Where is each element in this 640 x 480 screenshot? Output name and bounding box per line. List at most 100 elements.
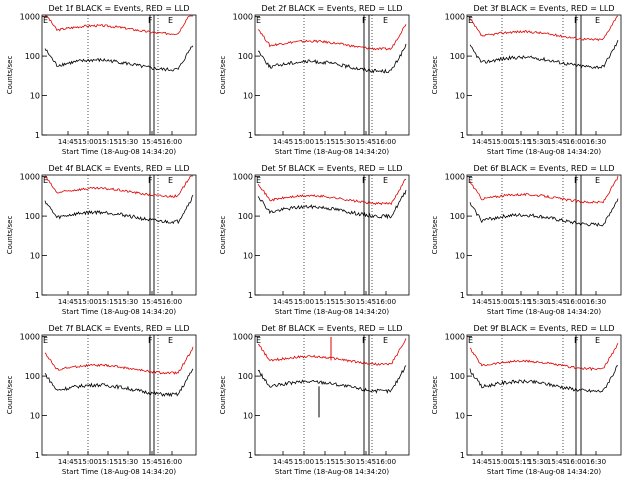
y-axis-label: Counts/sec (6, 376, 14, 415)
panel-5: Det 5f BLACK = Events, RED = LLD 1 10 100 10… (219, 164, 410, 316)
marker-label-f: F (362, 336, 367, 345)
black-events-trace (469, 39, 619, 70)
y-tick-label: 1000 (233, 13, 253, 22)
marker-label-f: F (574, 336, 579, 345)
marker-label-e: E (168, 336, 173, 345)
x-axis-label: Start Time (18-Aug-08 14:34:20) (487, 148, 601, 156)
plot-frame (254, 334, 410, 456)
red-lld-trace (258, 338, 407, 366)
y-axis-label: Counts/sec (431, 216, 439, 255)
marker-label-e-left: E (468, 176, 473, 185)
x-tick-label: 15:45 (142, 298, 162, 306)
marker-label-f: F (574, 176, 579, 185)
marker-label-e-left: E (256, 16, 261, 25)
x-axis-label: Start Time (18-Aug-08 14:34:20) (62, 148, 176, 156)
x-tick-label: 15:15 (98, 298, 118, 306)
y-tick-label: 1000 (445, 173, 465, 182)
panel-title: Det 1f BLACK = Events, RED = LLD (48, 4, 189, 13)
x-tick-label: 14:45 (273, 458, 293, 466)
plot-frame (254, 14, 410, 136)
x-tick-label: 15:30 (335, 298, 355, 306)
x-tick-label: 15:15 (315, 458, 335, 466)
y-tick-label: 1 (35, 451, 40, 460)
red-lld-trace (469, 175, 619, 204)
plot-frame (466, 14, 622, 136)
x-tick-label: 15:45 (356, 298, 376, 306)
x-tick-label: 16:00 (376, 298, 396, 306)
black-events-trace (44, 194, 194, 225)
y-tick-label: 100 (450, 212, 465, 221)
y-tick-label: 10 (30, 252, 40, 261)
x-tick-label: 15:15 (315, 298, 335, 306)
x-tick-label: 15:30 (118, 458, 138, 466)
plot-frame (466, 174, 622, 296)
panel-title: Det 4f BLACK = Events, RED = LLD (48, 164, 189, 173)
x-tick-label: 14:45 (273, 298, 293, 306)
plot-frame (41, 334, 197, 456)
x-axis-label: Start Time (18-Aug-08 14:34:20) (62, 308, 176, 316)
marker-label-e: E (383, 336, 388, 345)
x-tick-label: 15:45 (356, 458, 376, 466)
marker-label-e: E (595, 16, 600, 25)
marker-label-e-left: E (43, 16, 48, 25)
x-tick-label: 15:00 (294, 458, 314, 466)
x-tick-label: 15:15 (98, 458, 118, 466)
x-tick-label: 15:00 (78, 298, 98, 306)
black-events-trace (257, 189, 407, 220)
x-tick-label: 16:00 (566, 138, 586, 146)
y-axis-label: Counts/sec (6, 56, 14, 95)
y-tick-label: 1 (35, 291, 40, 300)
y-axis-label: Counts/sec (219, 56, 227, 95)
plot-frame (254, 174, 410, 296)
x-tick-label: 15:00 (492, 298, 512, 306)
panel-title: Det 7f BLACK = Events, RED = LLD (48, 324, 189, 333)
x-tick-label: 15:30 (335, 458, 355, 466)
x-axis-label: Start Time (18-Aug-08 14:34:20) (487, 308, 601, 316)
x-axis-label: Start Time (18-Aug-08 14:34:20) (275, 468, 389, 476)
x-tick-label: 15:30 (528, 138, 548, 146)
y-tick-label: 10 (30, 92, 40, 101)
y-axis-label: Counts/sec (431, 376, 439, 415)
x-tick-label: 16:00 (162, 298, 182, 306)
x-tick-label: 15:15 (511, 458, 531, 466)
y-tick-label: 10 (243, 412, 253, 421)
marker-label-e-left: E (43, 176, 48, 185)
x-tick-label: 15:30 (335, 138, 355, 146)
plot-frame (466, 334, 622, 456)
red-lld-trace (45, 15, 193, 36)
red-lld-trace (257, 24, 407, 51)
x-tick-label: 14:45 (58, 298, 78, 306)
plot-frame (41, 14, 197, 136)
y-tick-label: 100 (25, 52, 40, 61)
x-tick-label: 15:45 (356, 138, 376, 146)
y-tick-label: 10 (455, 92, 465, 101)
red-lld-trace (257, 178, 407, 206)
panel-title: Det 2f BLACK = Events, RED = LLD (261, 4, 402, 13)
y-tick-label: 1 (248, 131, 253, 140)
y-tick-label: 10 (30, 412, 40, 421)
x-tick-label: 15:00 (78, 458, 98, 466)
x-tick-label: 15:45 (547, 458, 567, 466)
x-tick-label: 15:00 (492, 138, 512, 146)
x-tick-label: 14:45 (273, 138, 293, 146)
x-tick-label: 15:45 (142, 458, 162, 466)
panel-title: Det 6f BLACK = Events, RED = LLD (473, 164, 614, 173)
y-tick-label: 100 (238, 212, 253, 221)
black-events-trace (258, 43, 407, 74)
y-tick-label: 1 (35, 131, 40, 140)
panel-4: Det 4f BLACK = Events, RED = LLD 1 10 100 10… (6, 164, 197, 316)
panel-title: Det 3f BLACK = Events, RED = LLD (473, 4, 614, 13)
y-tick-label: 1000 (20, 13, 40, 22)
panel-7: Det 7f BLACK = Events, RED = LLD 1 10 100 10… (6, 324, 197, 476)
marker-label-e-left: E (43, 336, 48, 345)
black-events-trace (44, 45, 194, 72)
y-axis-label: Counts/sec (219, 376, 227, 415)
x-tick-label: 15:30 (528, 458, 548, 466)
red-lld-trace (44, 346, 194, 375)
y-tick-label: 1 (248, 451, 253, 460)
marker-label-e-left: E (468, 336, 473, 345)
black-events-trace (469, 198, 619, 227)
marker-label-e: E (595, 336, 600, 345)
x-tick-label: 15:15 (511, 138, 531, 146)
x-tick-label: 16:00 (376, 138, 396, 146)
